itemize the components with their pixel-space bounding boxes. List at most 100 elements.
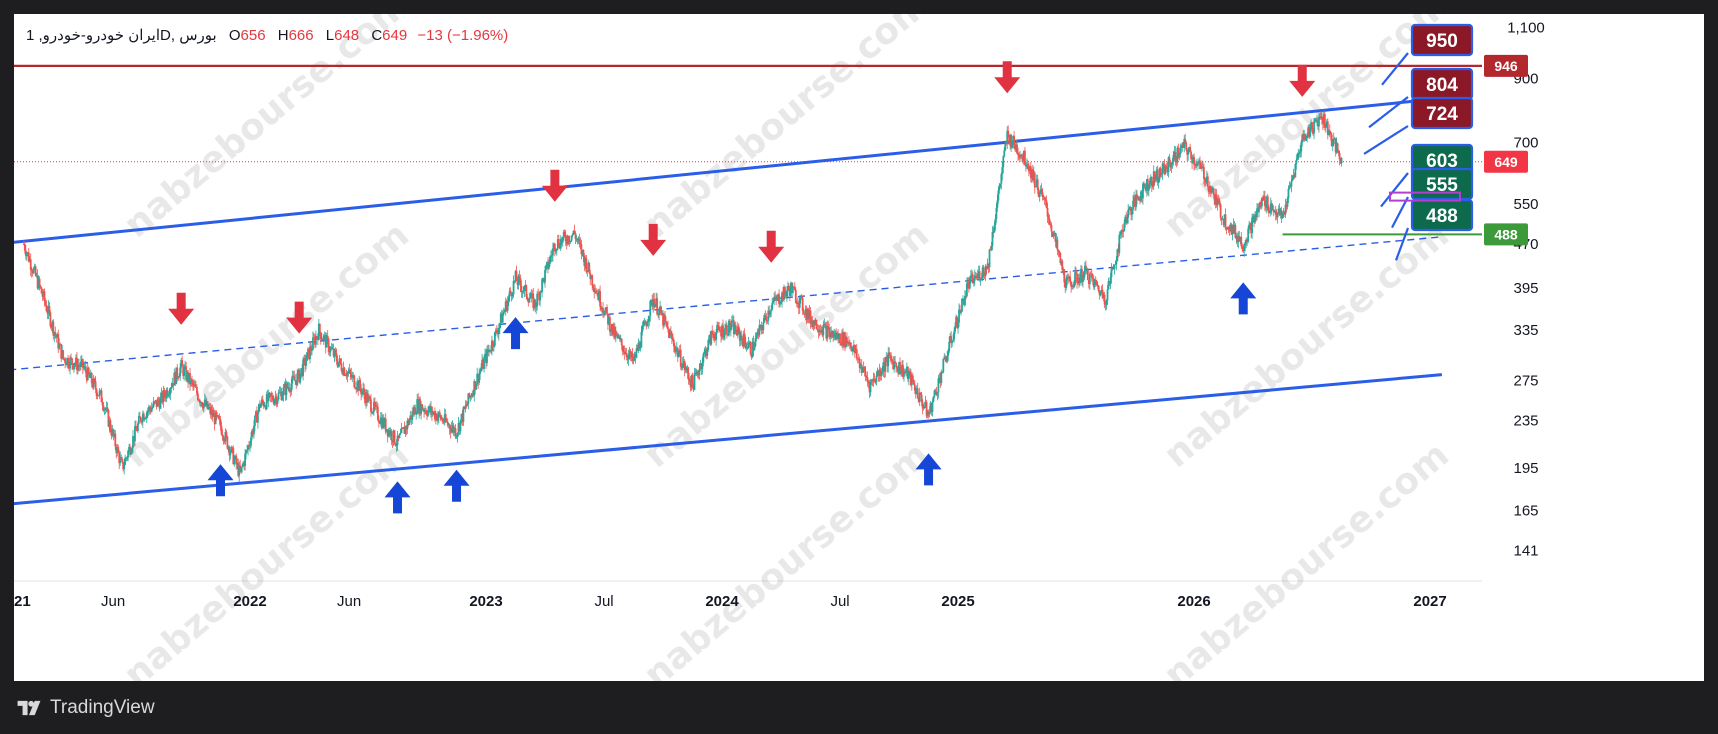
candle-body [609,317,611,332]
candle-body [708,335,711,340]
candle-body [684,369,687,371]
candle-body [799,296,802,298]
candle-body [370,399,372,412]
candle-body [811,320,814,328]
candle-body [1049,223,1052,226]
candle-body [1215,194,1218,206]
price-axis-pane [1482,14,1704,681]
candle-body [428,406,430,411]
up-arrow-icon [443,469,470,502]
candle-body [100,390,103,403]
candle-body [685,367,688,370]
candle-body [1259,202,1261,208]
candle-body [737,326,740,331]
candle-body [650,299,653,302]
candle-body [319,332,322,340]
candle-body [774,296,777,299]
candle-body [1154,176,1157,181]
tradingview-brand[interactable]: TradingView [14,691,155,725]
candle-body [687,372,690,380]
candle-body [1048,218,1051,224]
candle-body [63,358,66,360]
candle-body [44,301,47,305]
candle-body [668,329,670,338]
candle-body [1277,208,1280,213]
symbol-name[interactable]: ایران خودرو-خودرو, 1D, بورس [26,27,217,44]
candle-body [782,292,784,300]
candle-body [400,428,403,434]
candle-body [114,433,117,447]
high-label: H [277,27,289,44]
candle-body [971,274,974,284]
chart-frame[interactable]: nabzebourse.com nabzebourse.com nabzebours… [14,14,1704,681]
candle-body [233,458,236,465]
candle-body [1070,281,1073,287]
candle-body [979,279,982,281]
candle-body [77,364,79,371]
candle-body [618,336,621,340]
symbol-legend: ایران خودرو-خودرو, 1D, بورس O656 H666 L6… [26,26,508,44]
candle-body [962,298,964,300]
candle-body [976,273,979,279]
candle-body [647,321,650,323]
candle-body [279,391,282,393]
candle-body [1257,208,1259,213]
candle-body [331,348,334,350]
candle-body [62,350,65,359]
candle-body [795,302,798,304]
candle-body [1294,164,1297,178]
candle-body [135,426,137,430]
candle-body [1100,289,1103,292]
candle-body [1116,249,1119,262]
candle-body [1248,224,1251,229]
candle-body [938,377,941,379]
candle-body [1019,154,1021,158]
candle-body [146,410,149,413]
candle-body [333,349,336,357]
candle-body [732,320,735,335]
candle-body [579,242,582,245]
candle-body [1057,249,1060,252]
candle-body [896,367,898,369]
candle-body [534,299,537,308]
candle-body [788,285,790,290]
price-chart[interactable]: nabzebourse.com nabzebourse.com nabzebours… [14,14,1704,681]
candle-body [466,404,469,407]
candle-body [833,335,836,338]
candle-body [1311,122,1313,132]
candle-body [1186,149,1189,155]
candle-body [313,337,315,339]
candle-body [912,382,915,385]
candle-body [713,334,716,339]
candle-body [968,278,971,289]
candle-body [700,363,703,370]
watermark-text: nabzebourse.com [1156,434,1457,681]
candle-body [113,433,116,436]
candle-body [1325,121,1328,127]
candle-body [847,342,849,344]
candle-body [691,375,694,385]
candle-body [1261,197,1263,207]
candle-body [1073,284,1075,288]
candle-body [955,316,957,327]
candle-body [803,313,806,316]
candle-body [895,363,897,368]
candle-body [442,421,445,423]
candle-body [27,252,30,262]
candle-body [1330,134,1333,146]
candle-body [1180,146,1183,148]
candle-body [48,306,51,313]
candle-body [432,413,434,415]
candle-body [941,372,944,374]
candle-body [928,411,931,415]
candle-body [320,338,323,340]
candle-body [730,320,733,328]
candle-body [978,271,981,281]
candle-body [1132,200,1134,210]
candle-body [153,401,156,403]
candle-body [710,331,713,345]
candle-body [991,232,994,246]
candle-body [1336,143,1339,151]
candle-body [380,417,383,428]
candle-body [1037,190,1040,198]
